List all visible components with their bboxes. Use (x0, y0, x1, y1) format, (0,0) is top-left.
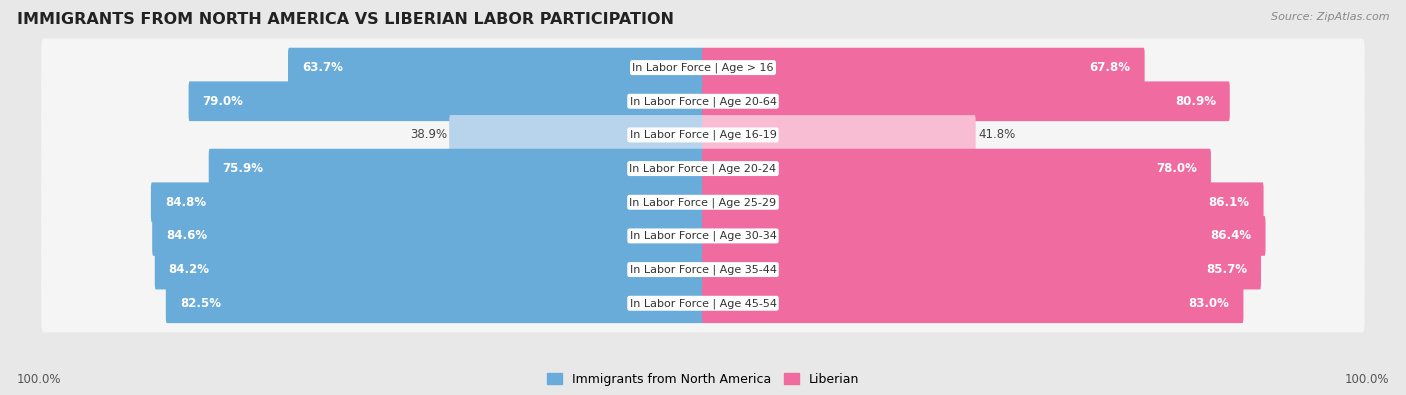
FancyBboxPatch shape (41, 207, 1365, 265)
Text: 82.5%: 82.5% (180, 297, 221, 310)
Text: In Labor Force | Age 25-29: In Labor Force | Age 25-29 (630, 197, 776, 207)
Text: In Labor Force | Age > 16: In Labor Force | Age > 16 (633, 62, 773, 73)
Text: 84.8%: 84.8% (165, 196, 205, 209)
Text: 86.1%: 86.1% (1209, 196, 1250, 209)
FancyBboxPatch shape (449, 115, 704, 155)
Text: 38.9%: 38.9% (409, 128, 447, 141)
FancyBboxPatch shape (41, 72, 1365, 130)
FancyBboxPatch shape (41, 274, 1365, 332)
FancyBboxPatch shape (702, 216, 1265, 256)
FancyBboxPatch shape (702, 149, 1211, 188)
Text: 80.9%: 80.9% (1175, 95, 1216, 108)
FancyBboxPatch shape (41, 38, 1365, 97)
FancyBboxPatch shape (702, 115, 976, 155)
Text: 41.8%: 41.8% (979, 128, 1015, 141)
FancyBboxPatch shape (166, 283, 704, 323)
Text: 79.0%: 79.0% (202, 95, 243, 108)
Text: 67.8%: 67.8% (1090, 61, 1130, 74)
Text: 63.7%: 63.7% (302, 61, 343, 74)
FancyBboxPatch shape (155, 250, 704, 290)
FancyBboxPatch shape (702, 81, 1230, 121)
FancyBboxPatch shape (288, 48, 704, 87)
Text: 83.0%: 83.0% (1188, 297, 1229, 310)
Text: In Labor Force | Age 45-54: In Labor Force | Age 45-54 (630, 298, 776, 308)
Text: In Labor Force | Age 16-19: In Labor Force | Age 16-19 (630, 130, 776, 140)
FancyBboxPatch shape (150, 182, 704, 222)
Text: Source: ZipAtlas.com: Source: ZipAtlas.com (1271, 12, 1389, 22)
FancyBboxPatch shape (702, 182, 1264, 222)
FancyBboxPatch shape (702, 48, 1144, 87)
FancyBboxPatch shape (41, 139, 1365, 198)
FancyBboxPatch shape (702, 250, 1261, 290)
FancyBboxPatch shape (41, 241, 1365, 299)
Text: 84.6%: 84.6% (166, 229, 207, 243)
FancyBboxPatch shape (188, 81, 704, 121)
Text: In Labor Force | Age 30-34: In Labor Force | Age 30-34 (630, 231, 776, 241)
Text: In Labor Force | Age 35-44: In Labor Force | Age 35-44 (630, 264, 776, 275)
Text: IMMIGRANTS FROM NORTH AMERICA VS LIBERIAN LABOR PARTICIPATION: IMMIGRANTS FROM NORTH AMERICA VS LIBERIA… (17, 12, 673, 27)
FancyBboxPatch shape (702, 283, 1243, 323)
Legend: Immigrants from North America, Liberian: Immigrants from North America, Liberian (541, 368, 865, 391)
Text: 100.0%: 100.0% (1344, 373, 1389, 386)
Text: 86.4%: 86.4% (1211, 229, 1251, 243)
Text: 100.0%: 100.0% (17, 373, 62, 386)
Text: 78.0%: 78.0% (1156, 162, 1197, 175)
Text: 84.2%: 84.2% (169, 263, 209, 276)
Text: In Labor Force | Age 20-24: In Labor Force | Age 20-24 (630, 164, 776, 174)
FancyBboxPatch shape (208, 149, 704, 188)
Text: 75.9%: 75.9% (222, 162, 264, 175)
FancyBboxPatch shape (41, 106, 1365, 164)
FancyBboxPatch shape (41, 173, 1365, 231)
Text: In Labor Force | Age 20-64: In Labor Force | Age 20-64 (630, 96, 776, 107)
Text: 85.7%: 85.7% (1206, 263, 1247, 276)
FancyBboxPatch shape (152, 216, 704, 256)
